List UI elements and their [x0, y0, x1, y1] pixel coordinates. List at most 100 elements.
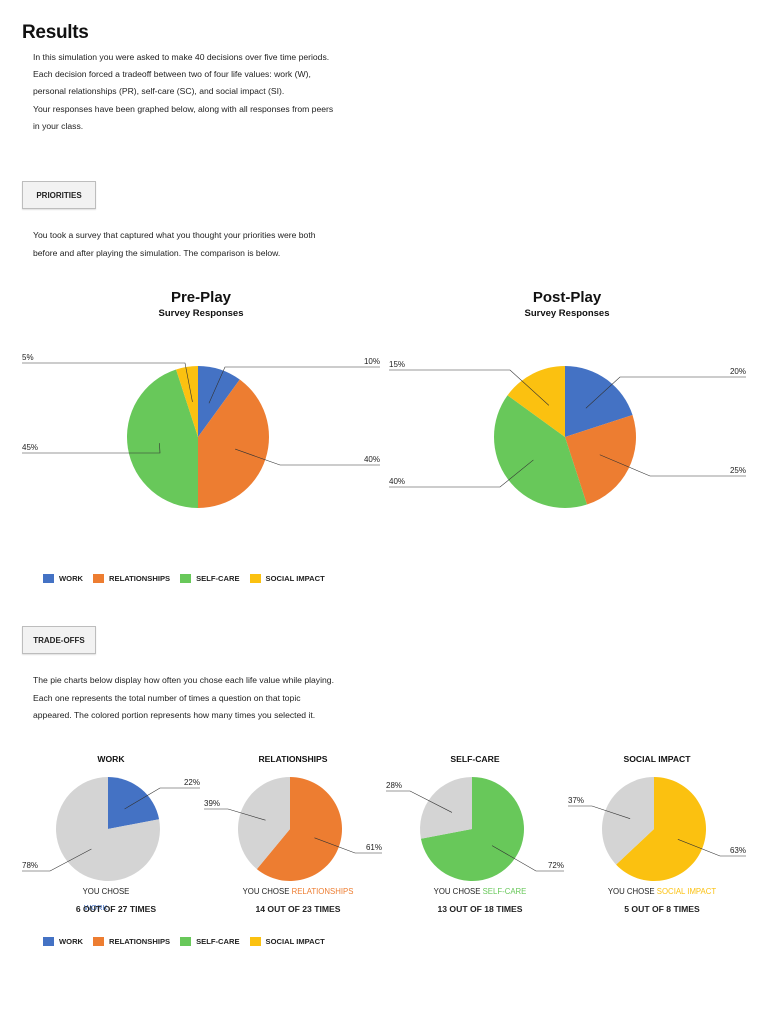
pie-slice [494, 395, 587, 508]
pie-slice [565, 366, 633, 437]
self-care-you-chose: YOU CHOSE SELF-CARE [400, 887, 560, 896]
slice-label: 37% [568, 796, 584, 805]
tradeoffs-text: The pie charts below display how often y… [33, 672, 334, 725]
callout-line [585, 376, 746, 409]
legend-label: SELF-CARE [196, 574, 240, 583]
work-chart-title: WORK [97, 754, 125, 764]
social-impact-chart-title: SOCIAL IMPACT [623, 754, 691, 764]
post-play-subtitle: Survey Responses [524, 308, 610, 319]
slice-label: 10% [364, 357, 380, 366]
slice-label: 25% [730, 466, 746, 475]
intro-line: personal relationships (PR), self-care (… [33, 86, 285, 97]
legend-swatch [249, 937, 261, 946]
legend-label: RELATIONSHIPS [109, 937, 171, 946]
pie-slice [507, 366, 565, 437]
legend-item-relationships: RELATIONSHIPS [93, 574, 170, 583]
pie-slice [198, 366, 240, 437]
pie-slice [419, 777, 472, 839]
slice-label: 78% [22, 861, 38, 870]
callout-line [22, 848, 92, 872]
pre-play-pie-chart: 10% 40% 45% 5% [22, 353, 380, 508]
work-you-chose-value: WORK [84, 903, 108, 912]
callout-line [208, 366, 380, 404]
relationships-you-chose: YOU CHOSE RELATIONSHIPS [218, 887, 378, 896]
legend-item-work: WORK [43, 574, 83, 583]
pre-play-title: Pre-Play [170, 289, 232, 306]
slice-label: 72% [548, 861, 564, 870]
callout-line [204, 808, 266, 821]
legend-label: RELATIONSHIPS [109, 574, 171, 583]
pie-slice [176, 366, 198, 437]
intro-text: In this simulation you were asked to mak… [33, 49, 373, 135]
slice-label: 40% [364, 455, 380, 464]
self-care-pie-chart: 72% 28% [386, 777, 564, 882]
intro-line: In this simulation you were asked to mak… [33, 52, 330, 62]
slice-label: 28% [386, 781, 402, 790]
slice-label: 22% [184, 778, 200, 787]
priorities-line: before and after playing the simulation.… [33, 247, 281, 258]
legend-label: SELF-CARE [196, 937, 240, 946]
slice-label: 15% [389, 360, 405, 369]
you-chose-prefix: YOU CHOSE [607, 887, 655, 896]
priorities-text: You took a survey that captured what you… [33, 227, 316, 262]
legend-bottom: WORK RELATIONSHIPS SELF-CARE SOCIAL IMPA… [43, 937, 335, 946]
slice-label: 39% [204, 799, 220, 808]
work-you-chose: YOU CHOSE [26, 887, 186, 896]
pie-slice [126, 369, 198, 508]
priorities-line: You took a survey that captured what you… [33, 230, 316, 240]
relationships-chart-title: RELATIONSHIPS [258, 754, 328, 764]
tradeoffs-button[interactable]: TRADE-OFFS [22, 626, 96, 654]
post-play-pie-chart: 20% 25% 40% 15% [389, 360, 746, 508]
legend-label: WORK [59, 574, 84, 583]
pie-slice [198, 379, 269, 508]
callout-line [22, 443, 161, 454]
pie-slice [256, 777, 342, 881]
legend-swatch [180, 574, 192, 583]
legend-swatch [249, 574, 261, 583]
pie-slice [420, 777, 524, 882]
relationships-pie-chart: 61% 39% [204, 777, 382, 881]
legend-item-self-care: SELF-CARE [180, 937, 240, 946]
legend-item-work: WORK [43, 937, 83, 946]
legend-item-social-impact: SOCIAL IMPACT [249, 937, 325, 946]
social-impact-pie-chart: 63% 37% [568, 777, 746, 881]
legend-label: SOCIAL IMPACT [265, 574, 325, 583]
priorities-button[interactable]: PRIORITIES [22, 181, 96, 209]
page-title: Results [22, 22, 89, 43]
legend-swatch [93, 574, 105, 583]
you-chose-prefix: YOU CHOSE [82, 887, 130, 896]
social-impact-count: 5 OUT OF 8 TIMES [624, 904, 700, 914]
intro-line: Your responses have been graphed below, … [33, 103, 334, 114]
legend-swatch [93, 937, 105, 946]
callout-line [568, 805, 631, 819]
legend-swatch [180, 937, 192, 946]
slice-label: 5% [22, 353, 34, 362]
slice-label: 20% [730, 367, 746, 376]
callout-line [389, 459, 534, 488]
tradeoffs-line: appeared. The colored portion represents… [33, 710, 316, 721]
legend-item-social-impact: SOCIAL IMPACT [249, 574, 325, 583]
callout-line [389, 369, 550, 406]
callout-line [677, 839, 746, 857]
intro-line: Each decision forced a tradeoff between … [33, 69, 311, 80]
you-chose-value: RELATIONSHIPS [291, 887, 354, 896]
self-care-chart-title: SELF-CARE [450, 754, 500, 764]
legend-item-relationships: RELATIONSHIPS [93, 937, 170, 946]
tradeoffs-line: The pie charts below display how often y… [33, 675, 334, 685]
legend-item-self-care: SELF-CARE [180, 574, 240, 583]
callout-line [22, 362, 193, 402]
slice-label: 45% [22, 443, 38, 452]
pie-slice [55, 777, 161, 882]
relationships-count: 14 OUT OF 23 TIMES [255, 904, 341, 914]
legend-label: SOCIAL IMPACT [265, 937, 325, 946]
slice-label: 61% [366, 843, 382, 852]
you-chose-prefix: YOU CHOSE [242, 887, 290, 896]
pie-slice [565, 415, 636, 505]
slice-label: 63% [730, 846, 746, 855]
pie-slice [108, 777, 160, 829]
slice-label: 40% [389, 477, 405, 486]
you-chose-value: SOCIAL IMPACT [656, 887, 717, 896]
callout-line [386, 790, 453, 813]
work-count: 6 OUT OF 27 TIMES [75, 904, 157, 914]
pie-slice [237, 777, 290, 870]
